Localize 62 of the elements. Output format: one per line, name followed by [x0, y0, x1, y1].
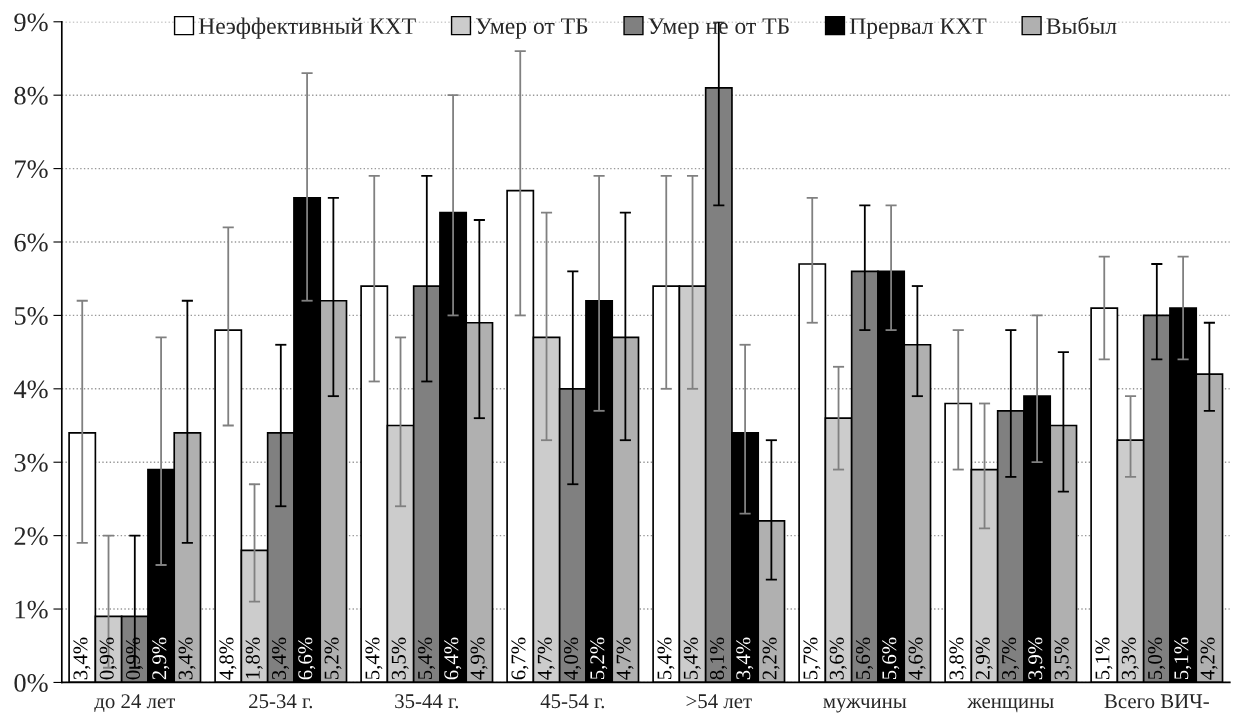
x-tick-label: 35-44 г.	[395, 694, 459, 709]
data-label: 3,3%	[1121, 637, 1139, 680]
data-label: 3,9%	[1028, 637, 1046, 680]
x-tick-label: 25-34 г.	[249, 694, 313, 709]
y-tick-label: 4%	[13, 380, 48, 399]
y-tick-label: 6%	[14, 233, 48, 252]
x-tick-label: до 24 лет	[94, 694, 175, 713]
x-tick-label: Всего ВИЧ-	[1104, 694, 1209, 709]
data-label: 4,6%	[908, 637, 926, 680]
data-label: 4,8%	[219, 637, 237, 680]
data-label: 6,6%	[298, 637, 316, 680]
y-tick-label: 2%	[14, 527, 48, 546]
data-label: 3,7%	[1001, 637, 1020, 680]
data-label: 3,4%	[178, 637, 196, 680]
data-label: 5,0%	[1147, 637, 1166, 680]
data-label: 4,9%	[470, 637, 488, 680]
data-label: 5,6%	[855, 637, 874, 680]
data-label: 5,2%	[324, 637, 342, 680]
data-label: 4,0%	[563, 637, 582, 680]
y-tick-label: 1%	[15, 600, 48, 619]
legend-label: Умер от ТБ	[475, 18, 588, 39]
data-label: 5,2%	[590, 637, 608, 680]
x-tick-label: женщины	[967, 698, 1054, 713]
y-tick-label: 8%	[14, 86, 48, 105]
x-tick-label: >54 лет	[686, 694, 752, 709]
data-label: 0,9%	[125, 637, 144, 680]
data-label: 1,8%	[245, 637, 263, 679]
data-label: 3,5%	[1054, 637, 1072, 680]
data-label: 3,4%	[271, 637, 290, 680]
y-tick-label: 5%	[14, 307, 48, 325]
data-label: 2,9%	[152, 637, 170, 680]
legend-label: Неэффективный КХТ	[198, 17, 416, 39]
data-label: 5,1%	[1174, 637, 1192, 680]
y-tick-label: 9%	[14, 13, 48, 32]
data-label: 3,8%	[949, 637, 967, 680]
data-label: 4,7%	[537, 637, 555, 680]
data-label: 3,4%	[736, 637, 754, 680]
data-label: 5,1%	[1095, 637, 1113, 680]
data-label: 3,4%	[73, 637, 91, 680]
data-label: 5,6%	[882, 637, 900, 680]
data-label: 3,5%	[391, 637, 409, 680]
y-tick-label: 7%	[15, 160, 48, 179]
y-tick-label: 3%	[14, 453, 48, 472]
data-label: 6,4%	[444, 637, 462, 680]
legend-label: Прервал КХТ	[849, 18, 987, 39]
data-label: 4,2%	[1200, 637, 1218, 680]
x-tick-label: 45-54 г.	[540, 694, 605, 709]
data-label: 2,9%	[975, 637, 993, 680]
data-label: 0,9%	[99, 637, 117, 680]
data-label: 5,4%	[683, 637, 701, 680]
data-label: 5,4%	[365, 637, 383, 680]
x-tick-label: мужчины	[823, 698, 907, 713]
data-label: 5,4%	[417, 637, 436, 680]
data-label: 8,1%	[709, 637, 728, 680]
legend-label: Выбыл	[1046, 16, 1117, 35]
data-label: 5,4%	[657, 637, 675, 680]
data-label: 2,2%	[762, 637, 780, 680]
y-tick-label: 0%	[14, 674, 48, 692]
data-label: 3,6%	[829, 637, 847, 680]
data-label: 4,7%	[616, 637, 634, 680]
data-label: 5,7%	[803, 637, 821, 680]
data-label: 6,7%	[511, 637, 529, 680]
